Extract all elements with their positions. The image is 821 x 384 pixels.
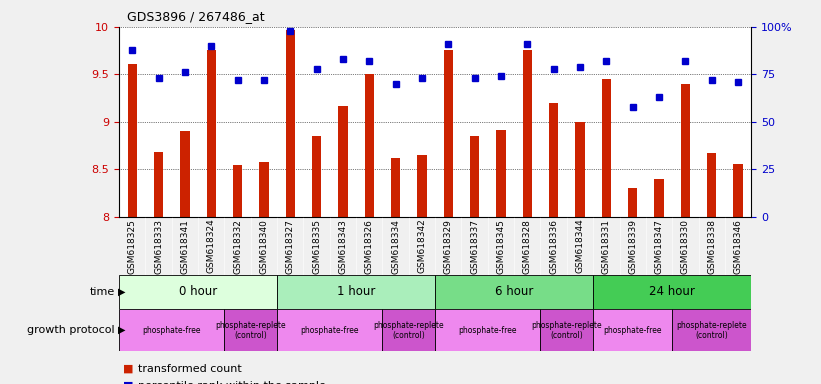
Text: phosphate-replete
(control): phosphate-replete (control): [215, 321, 286, 340]
Bar: [470, 136, 479, 217]
Text: ▶: ▶: [118, 325, 126, 335]
Bar: [277, 309, 383, 351]
Text: percentile rank within the sample: percentile rank within the sample: [138, 381, 326, 384]
Bar: [594, 275, 751, 309]
Text: GSM618346: GSM618346: [733, 219, 742, 273]
Bar: [497, 129, 506, 217]
Bar: [119, 309, 224, 351]
Bar: [365, 74, 374, 217]
Text: GSM618337: GSM618337: [470, 219, 479, 274]
Text: GSM618332: GSM618332: [233, 219, 242, 273]
Text: GSM618345: GSM618345: [497, 219, 506, 273]
Text: phosphate-free: phosphate-free: [459, 326, 517, 335]
Bar: [654, 179, 663, 217]
Text: GSM618336: GSM618336: [549, 219, 558, 274]
Bar: [259, 162, 268, 217]
Text: GSM618335: GSM618335: [312, 219, 321, 274]
Bar: [391, 158, 400, 217]
Text: 6 hour: 6 hour: [495, 285, 534, 298]
Bar: [233, 165, 242, 217]
Bar: [127, 64, 137, 217]
Text: GSM618327: GSM618327: [286, 219, 295, 273]
Text: ■: ■: [123, 381, 137, 384]
Bar: [443, 50, 453, 217]
Text: GDS3896 / 267486_at: GDS3896 / 267486_at: [127, 10, 265, 23]
Text: 0 hour: 0 hour: [179, 285, 218, 298]
Bar: [207, 50, 216, 217]
Bar: [338, 106, 347, 217]
Text: GSM618331: GSM618331: [602, 219, 611, 274]
Bar: [277, 275, 435, 309]
Text: GSM618326: GSM618326: [365, 219, 374, 273]
Bar: [417, 155, 427, 217]
Bar: [733, 164, 743, 217]
Text: phosphate-replete
(control): phosphate-replete (control): [531, 321, 602, 340]
Bar: [523, 50, 532, 217]
Bar: [312, 136, 321, 217]
Text: GSM618338: GSM618338: [707, 219, 716, 274]
Bar: [594, 309, 672, 351]
Bar: [549, 103, 558, 217]
Text: GSM618347: GSM618347: [654, 219, 663, 273]
Bar: [224, 309, 277, 351]
Bar: [602, 79, 611, 217]
Text: GSM618339: GSM618339: [628, 219, 637, 274]
Bar: [119, 275, 277, 309]
Bar: [576, 122, 585, 217]
Bar: [181, 131, 190, 217]
Bar: [707, 153, 716, 217]
Text: 24 hour: 24 hour: [649, 285, 695, 298]
Bar: [681, 84, 690, 217]
Text: transformed count: transformed count: [138, 364, 241, 374]
Text: GSM618334: GSM618334: [391, 219, 400, 273]
Text: GSM618344: GSM618344: [576, 219, 585, 273]
Text: ▶: ▶: [118, 287, 126, 297]
Text: time: time: [89, 287, 115, 297]
Bar: [540, 309, 594, 351]
Text: phosphate-free: phosphate-free: [603, 326, 662, 335]
Bar: [286, 30, 295, 217]
Text: 1 hour: 1 hour: [337, 285, 375, 298]
Text: GSM618333: GSM618333: [154, 219, 163, 274]
Bar: [628, 189, 637, 217]
Bar: [383, 309, 435, 351]
Bar: [435, 309, 540, 351]
Text: phosphate-replete
(control): phosphate-replete (control): [677, 321, 747, 340]
Text: GSM618330: GSM618330: [681, 219, 690, 274]
Text: GSM618329: GSM618329: [444, 219, 453, 273]
Text: GSM618340: GSM618340: [259, 219, 268, 273]
Text: GSM618341: GSM618341: [181, 219, 190, 273]
Text: ■: ■: [123, 364, 137, 374]
Text: GSM618328: GSM618328: [523, 219, 532, 273]
Bar: [154, 152, 163, 217]
Text: GSM618324: GSM618324: [207, 219, 216, 273]
Text: GSM618343: GSM618343: [338, 219, 347, 273]
Text: phosphate-free: phosphate-free: [143, 326, 201, 335]
Bar: [672, 309, 751, 351]
Text: phosphate-free: phosphate-free: [300, 326, 359, 335]
Bar: [435, 275, 594, 309]
Text: growth protocol: growth protocol: [27, 325, 115, 335]
Text: GSM618325: GSM618325: [128, 219, 137, 273]
Text: GSM618342: GSM618342: [417, 219, 426, 273]
Text: phosphate-replete
(control): phosphate-replete (control): [374, 321, 444, 340]
